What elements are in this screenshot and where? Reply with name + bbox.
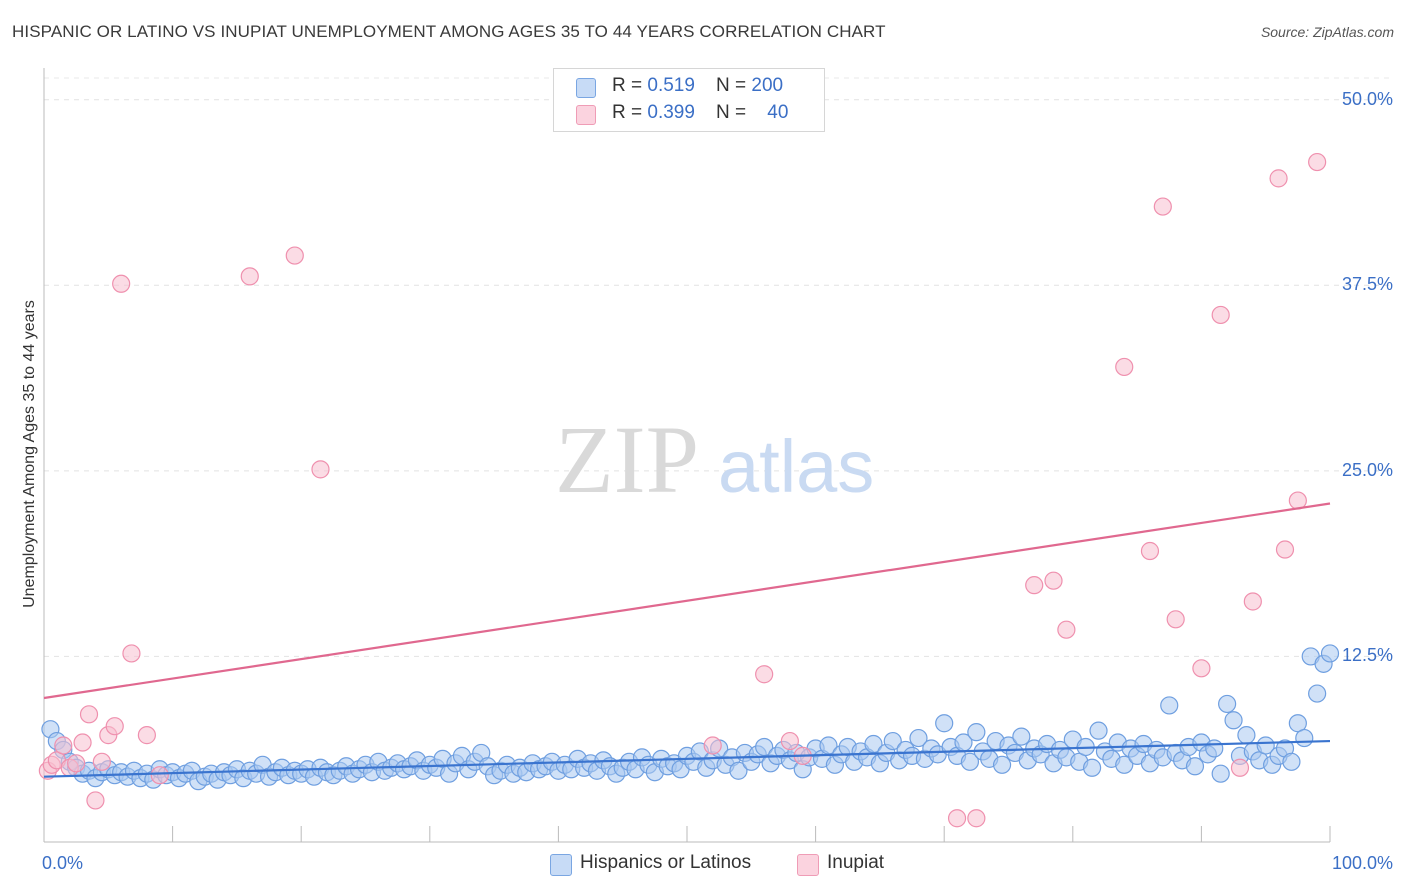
y-tick-label: 50.0%	[1341, 88, 1393, 109]
hispanic-point	[1237, 726, 1256, 745]
source-label: Source: ZipAtlas.com	[1260, 24, 1394, 40]
n-value: 40	[767, 102, 789, 123]
r-label: R =	[612, 75, 648, 96]
inupiat-point	[311, 460, 330, 479]
n-label: N =	[716, 75, 752, 96]
inupiat-point	[67, 754, 86, 773]
inupiat-point	[780, 731, 799, 751]
inupiat-point	[1308, 152, 1327, 172]
hispanic-point	[1089, 721, 1108, 740]
hispanic-point	[1295, 728, 1314, 748]
hispanic-point	[960, 752, 980, 771]
correlation-legend: R = 0.519 N = 200 R = 0.399 N = 40	[553, 68, 825, 132]
n-value: 200	[751, 75, 784, 96]
inupiat-point	[1140, 541, 1160, 561]
n-label: N =	[716, 102, 752, 123]
hispanic-point	[1082, 758, 1102, 777]
y-tick-label: 25.0%	[1341, 459, 1393, 480]
hispanic-point	[909, 728, 928, 748]
inupiat-point	[285, 246, 304, 265]
hispanic-point	[1218, 694, 1237, 714]
inupiat-point	[105, 717, 124, 736]
inupiat-point	[73, 733, 92, 752]
r-value: 0.399	[647, 102, 695, 123]
inupiat-point	[1211, 305, 1230, 325]
y-axis-label: Unemployment Among Ages 35 to 44 years	[21, 300, 38, 608]
inupiat-point	[1243, 592, 1262, 611]
inupiat-point	[947, 809, 967, 828]
legend-label-inupiat: Inupiat	[827, 852, 885, 873]
legend-swatch-blue	[550, 854, 572, 876]
hispanic-point	[1256, 736, 1275, 755]
inupiat-point	[54, 736, 73, 755]
chart-title: HISPANIC OR LATINO VS INUPIAT UNEMPLOYME…	[12, 22, 886, 41]
hispanic-point	[1211, 764, 1230, 783]
hispanic-point	[1224, 711, 1243, 730]
inupiat-point	[137, 726, 156, 745]
inupiat-point	[1166, 610, 1185, 629]
hispanic-point	[1012, 727, 1031, 746]
inupiat-point	[92, 752, 111, 771]
inupiat-point	[150, 766, 169, 785]
inupiat-point	[755, 665, 774, 684]
x-tick-label-left: 0.0%	[42, 853, 84, 873]
hispanic-point	[755, 737, 774, 757]
legend-swatch-pink	[797, 854, 819, 876]
inupiat-point	[1153, 197, 1172, 216]
inupiat-point	[1230, 758, 1250, 777]
inupiat-trend-line	[43, 502, 1331, 700]
r-label: R =	[612, 102, 648, 123]
hispanic-trend-line	[43, 739, 1331, 778]
inupiat-point	[703, 736, 722, 755]
hispanic-point	[1115, 755, 1134, 774]
x-tick-label-right: 100.0%	[1331, 853, 1393, 873]
inupiat-point	[86, 791, 105, 810]
y-tick-label: 12.5%	[1341, 645, 1393, 666]
hispanic-point	[1160, 696, 1179, 715]
hispanic-point	[967, 723, 986, 742]
hispanic-point	[883, 731, 902, 751]
watermark-atlas: atlas	[718, 425, 874, 508]
legend-label-hispanic: Hispanics or Latinos	[580, 852, 752, 873]
hispanic-point	[992, 755, 1012, 774]
inupiat-point	[1057, 620, 1076, 639]
hispanic-point	[1282, 752, 1301, 771]
inupiat-point	[1115, 357, 1134, 377]
watermark-zip: ZIP	[555, 406, 699, 513]
inupiat-point	[1269, 169, 1288, 188]
hispanic-point	[1320, 644, 1340, 663]
inupiat-point	[240, 267, 259, 286]
inupiat-point	[1044, 571, 1063, 590]
hispanic-point	[1205, 739, 1224, 758]
inupiat-point	[1025, 576, 1044, 595]
r-value: 0.519	[647, 75, 695, 96]
y-tick-label: 37.5%	[1341, 274, 1393, 295]
inupiat-point	[967, 809, 986, 828]
hispanic-point	[1308, 684, 1327, 703]
legend-swatch-blue	[576, 78, 596, 98]
hispanic-point	[1185, 757, 1205, 776]
inupiat-point	[79, 705, 99, 724]
inupiat-point	[122, 644, 141, 663]
inupiat-point	[1192, 659, 1211, 678]
inupiat-point	[112, 274, 131, 293]
hispanic-point	[729, 761, 748, 780]
legend-swatch-pink	[576, 105, 596, 125]
hispanic-point	[935, 714, 954, 733]
hispanic-point	[864, 734, 883, 754]
inupiat-point	[1275, 540, 1295, 559]
